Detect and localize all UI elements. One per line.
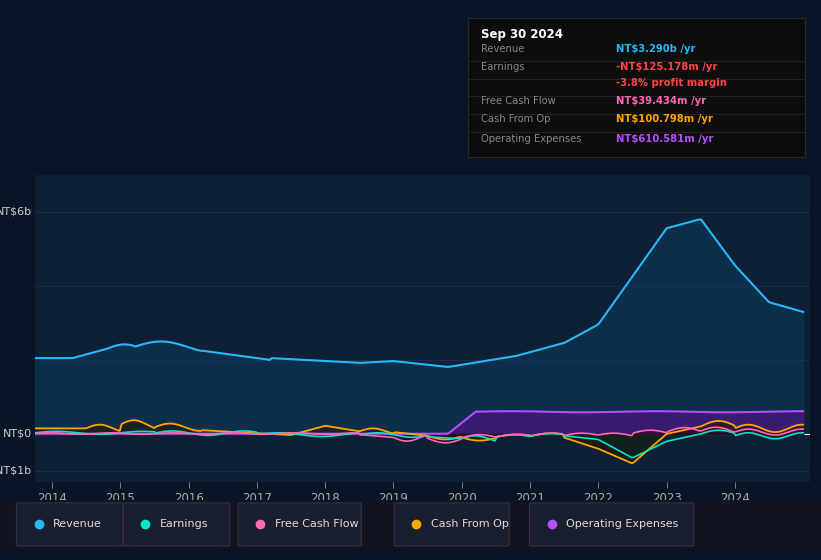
Text: Revenue: Revenue bbox=[53, 519, 102, 529]
Text: Cash From Op: Cash From Op bbox=[481, 114, 551, 124]
Text: -3.8% profit margin: -3.8% profit margin bbox=[617, 78, 727, 88]
Text: NT$3.290b /yr: NT$3.290b /yr bbox=[617, 44, 695, 54]
Text: Operating Expenses: Operating Expenses bbox=[566, 519, 679, 529]
FancyBboxPatch shape bbox=[123, 503, 230, 546]
Text: NT$39.434m /yr: NT$39.434m /yr bbox=[617, 96, 706, 106]
Text: Sep 30 2024: Sep 30 2024 bbox=[481, 28, 563, 41]
Text: Earnings: Earnings bbox=[160, 519, 209, 529]
Text: NT$6b: NT$6b bbox=[0, 207, 32, 217]
FancyBboxPatch shape bbox=[238, 503, 361, 546]
Text: Cash From Op: Cash From Op bbox=[431, 519, 509, 529]
Text: Free Cash Flow: Free Cash Flow bbox=[481, 96, 557, 106]
Text: NT$0: NT$0 bbox=[2, 429, 32, 439]
FancyBboxPatch shape bbox=[394, 503, 509, 546]
Text: Revenue: Revenue bbox=[481, 44, 525, 54]
FancyBboxPatch shape bbox=[530, 503, 694, 546]
FancyBboxPatch shape bbox=[16, 503, 123, 546]
Text: -NT$125.178m /yr: -NT$125.178m /yr bbox=[617, 62, 718, 72]
Text: NT$610.581m /yr: NT$610.581m /yr bbox=[617, 134, 713, 144]
Text: NT$100.798m /yr: NT$100.798m /yr bbox=[617, 114, 713, 124]
Text: Earnings: Earnings bbox=[481, 62, 525, 72]
Text: Free Cash Flow: Free Cash Flow bbox=[275, 519, 359, 529]
Text: -NT$1b: -NT$1b bbox=[0, 466, 32, 476]
Text: Operating Expenses: Operating Expenses bbox=[481, 134, 582, 144]
